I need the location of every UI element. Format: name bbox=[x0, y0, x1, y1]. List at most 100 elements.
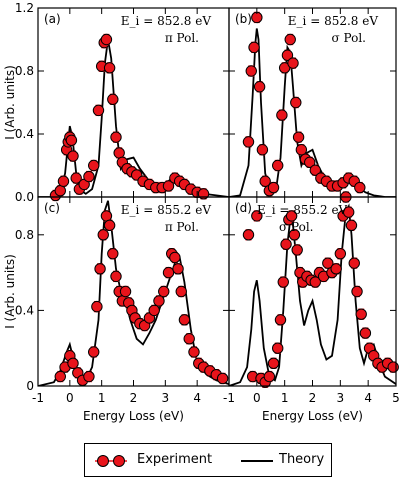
incident-energy-annotation: E_i = 852.8 eV bbox=[121, 14, 212, 28]
x-tick-label: 1 bbox=[98, 391, 106, 405]
experiment-point bbox=[169, 251, 181, 264]
experiment-legend-marker bbox=[95, 455, 127, 467]
experiment-point bbox=[355, 308, 367, 320]
experiment-point bbox=[178, 314, 191, 326]
polarization-annotation: σ Pol. bbox=[332, 31, 366, 45]
incident-energy-annotation: E_i = 855.2 eV bbox=[257, 203, 348, 217]
x-tick-label: 2 bbox=[130, 391, 138, 405]
incident-energy-annotation: E_i = 852.8 eV bbox=[288, 14, 379, 28]
panel-label: (a) bbox=[44, 12, 61, 26]
experiment-point bbox=[97, 229, 109, 241]
experiment-point bbox=[110, 270, 122, 283]
y-tick-label: 0.8 bbox=[15, 228, 34, 242]
experiment-point bbox=[158, 285, 170, 298]
incident-energy-annotation: E_i = 855.2 eV bbox=[121, 203, 212, 217]
polarization-annotation: σ Pol. bbox=[279, 220, 313, 234]
experiment-point bbox=[267, 357, 280, 370]
experiment-point bbox=[253, 81, 266, 93]
experiment-point bbox=[88, 346, 100, 358]
x-tick-label: -1 bbox=[223, 391, 235, 405]
y-tick-label: 0.4 bbox=[15, 303, 34, 317]
x-axis-label: Energy Loss (eV) bbox=[83, 409, 184, 423]
experiment-point bbox=[348, 257, 360, 269]
experiment-point bbox=[54, 185, 66, 197]
x-tick-label: 0 bbox=[66, 391, 74, 405]
experiment-point bbox=[309, 276, 321, 288]
experiment-point bbox=[242, 229, 255, 241]
experiment-point bbox=[285, 210, 298, 222]
experiment-point bbox=[277, 276, 289, 288]
experiment-point bbox=[248, 41, 260, 54]
experiment-point bbox=[284, 33, 296, 46]
experiment-point bbox=[216, 372, 229, 385]
experiment-point bbox=[113, 147, 125, 159]
experiment-point bbox=[246, 370, 259, 383]
experiment-point bbox=[351, 285, 363, 298]
experiment-point bbox=[295, 144, 308, 156]
x-tick-label: 4 bbox=[193, 391, 201, 405]
x-axis-label: Energy Loss (eV) bbox=[262, 409, 363, 423]
panel-label: (c) bbox=[44, 201, 60, 215]
experiment-point bbox=[322, 257, 334, 269]
polarization-annotation: π Pol. bbox=[165, 220, 199, 234]
experiment-point bbox=[91, 300, 103, 313]
x-tick-label: 2 bbox=[309, 391, 317, 405]
experiment-point bbox=[94, 263, 106, 275]
experiment-point bbox=[317, 270, 330, 283]
experiment-point bbox=[107, 248, 119, 260]
experiment-point bbox=[359, 327, 372, 339]
legend-theory-label: Theory bbox=[279, 452, 325, 467]
experiment-point bbox=[57, 175, 70, 187]
experiment-point bbox=[272, 159, 284, 172]
experiment-point bbox=[183, 333, 195, 345]
experiment-point bbox=[67, 357, 79, 370]
experiment-point bbox=[92, 104, 105, 117]
experiment-point bbox=[175, 285, 187, 298]
panel-c bbox=[37, 196, 230, 387]
legend: Experiment Theory bbox=[84, 443, 332, 477]
experiment-point bbox=[345, 219, 358, 232]
y-tick-label: 0.4 bbox=[15, 127, 34, 141]
experiment-point bbox=[245, 65, 257, 77]
experiment-point bbox=[292, 131, 305, 143]
experiment-point bbox=[54, 370, 66, 383]
experiment-point bbox=[288, 229, 301, 241]
experiment-point bbox=[387, 361, 399, 373]
x-tick-label: 1 bbox=[281, 391, 289, 405]
x-tick-label: 4 bbox=[364, 391, 372, 405]
experiment-point bbox=[110, 131, 122, 143]
experiment-point bbox=[263, 370, 276, 383]
x-tick-label: 0 bbox=[253, 391, 261, 405]
experiment-point bbox=[119, 285, 132, 298]
experiment-point bbox=[107, 93, 119, 106]
experiment-point bbox=[88, 159, 100, 172]
experiment-point bbox=[256, 144, 269, 156]
experiment-point bbox=[83, 170, 95, 183]
experiment-point bbox=[330, 263, 342, 275]
experiment-point bbox=[291, 244, 303, 256]
x-tick-label: 3 bbox=[337, 391, 345, 405]
theory-legend-line bbox=[241, 460, 273, 462]
experiment-point bbox=[100, 33, 113, 46]
experiment-point bbox=[274, 314, 287, 326]
y-tick-label: 1.2 bbox=[15, 1, 34, 15]
experiment-point bbox=[172, 263, 184, 275]
y-tick-label: 0.0 bbox=[15, 190, 34, 204]
panel-label: (b) bbox=[235, 12, 252, 26]
experiment-point bbox=[272, 342, 284, 354]
experiment-point bbox=[280, 238, 292, 250]
x-tick-label: 5 bbox=[392, 391, 400, 405]
legend-experiment-label: Experiment bbox=[137, 452, 213, 467]
experiment-point bbox=[278, 62, 291, 74]
experiment-point bbox=[162, 266, 175, 279]
experiment-point bbox=[287, 57, 299, 69]
y-axis-label: I (Arb. units) bbox=[3, 65, 17, 140]
y-axis-label: I (Arb. units) bbox=[3, 254, 17, 329]
y-tick-label: 0 bbox=[26, 379, 34, 393]
experiment-point bbox=[103, 62, 116, 74]
experiment-point bbox=[153, 295, 165, 307]
x-tick-label: 3 bbox=[162, 391, 170, 405]
x-tick-label: -1 bbox=[32, 391, 44, 405]
panel-a bbox=[37, 7, 230, 202]
